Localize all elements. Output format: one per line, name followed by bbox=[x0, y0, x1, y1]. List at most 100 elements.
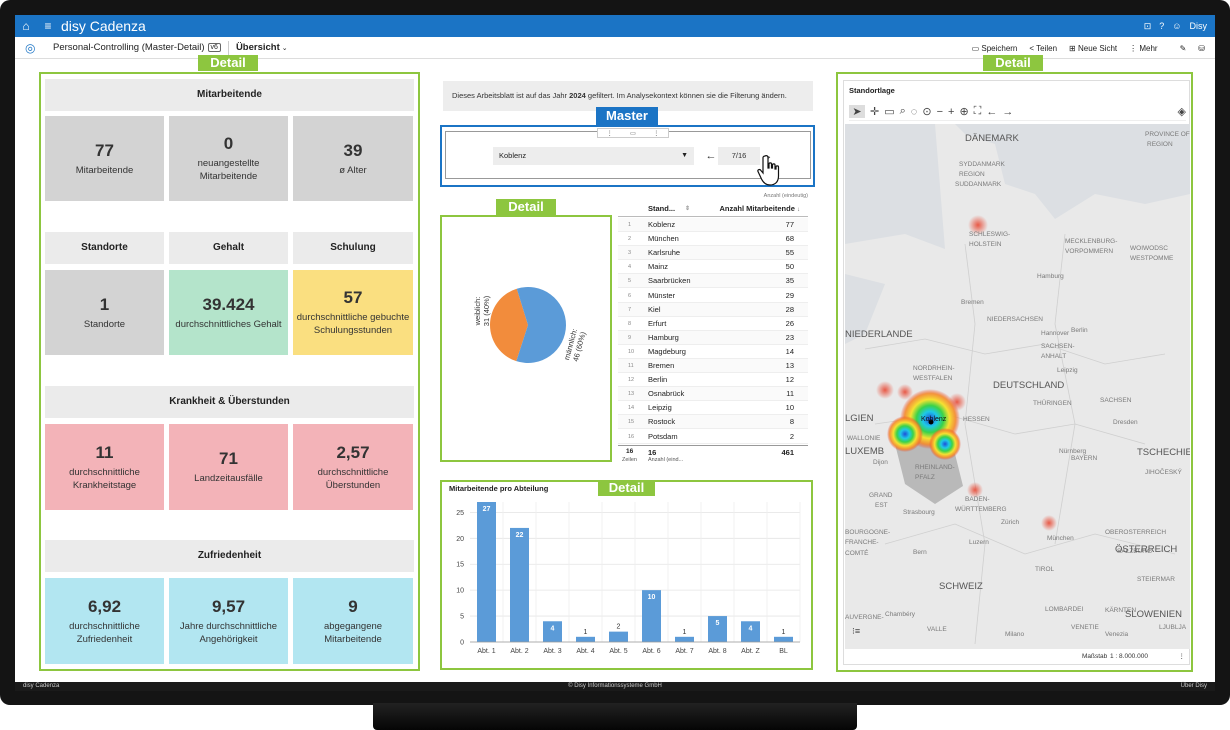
ruler-icon[interactable]: ▭ bbox=[884, 106, 895, 118]
caret-down-icon[interactable]: ▼ bbox=[681, 152, 688, 159]
back-arrow-icon[interactable]: ← bbox=[986, 105, 998, 118]
bar-value-label: 1 bbox=[782, 629, 786, 636]
fullscreen-icon[interactable]: ⛶ bbox=[973, 105, 982, 117]
pie-slice[interactable] bbox=[490, 288, 528, 362]
bar-detail-frame: Mitarbeitende pro Abteilung 0 5 10 15 20 25 27… bbox=[440, 480, 813, 670]
page-indicator: 7/16 bbox=[718, 147, 760, 165]
worksheet-title[interactable]: Personal-Controlling (Master-Detail) bbox=[53, 42, 205, 53]
row-standort: Kiel bbox=[648, 304, 661, 314]
row-anzahl: 11 bbox=[786, 389, 794, 399]
more-label: Mehr bbox=[1139, 43, 1158, 53]
tile-alter[interactable]: 39 ø Alter bbox=[293, 116, 413, 201]
table-row[interactable]: 9 Hamburg 23 bbox=[618, 330, 808, 345]
mini-window-icon[interactable]: ▭ bbox=[630, 130, 636, 137]
user-icon[interactable]: ☺ bbox=[1172, 21, 1182, 31]
map-label: Nürnberg bbox=[1059, 448, 1086, 455]
tile-schulung[interactable]: 57 durchschnittliche gebuchte Schulungsst… bbox=[293, 270, 413, 355]
magnifier-icon[interactable]: ⌕ bbox=[899, 105, 906, 117]
map-label: Hamburg bbox=[1037, 273, 1064, 280]
more-button[interactable]: ⋮ Mehr bbox=[1129, 44, 1157, 53]
map-label: MECKLENBURG- bbox=[1065, 238, 1117, 245]
bar[interactable] bbox=[774, 636, 793, 642]
version-badge[interactable]: v6 bbox=[207, 43, 221, 52]
table-row[interactable]: 11 Bremen 13 bbox=[618, 359, 808, 374]
home-icon[interactable]: ⌂ bbox=[22, 19, 30, 33]
workspace-icon[interactable]: ⊡ bbox=[1143, 20, 1152, 31]
table-row[interactable]: 3 Karlsruhe 55 bbox=[618, 246, 808, 261]
tile-krankheitstage[interactable]: 11 durchschnittliche Krankheitstage bbox=[45, 424, 164, 510]
tile-mitarbeitende[interactable]: 77 Mitarbeitende bbox=[45, 116, 164, 201]
sort-icon[interactable]: ⇕ bbox=[685, 206, 691, 212]
edit-icon[interactable]: ✎ bbox=[1179, 43, 1187, 53]
tile-label: durchschnittliche gebuchte Schulungsstun… bbox=[296, 312, 410, 336]
arrow-left-icon[interactable]: ← bbox=[705, 150, 717, 162]
tile-abgegangene[interactable]: 9 abgegangene Mitarbeitende bbox=[293, 578, 413, 664]
save-button[interactable]: ▭ Speichern bbox=[972, 44, 1018, 53]
mini-more-icon[interactable]: ⋮ bbox=[653, 130, 660, 137]
lasso-icon[interactable]: ◌ bbox=[910, 105, 918, 118]
mini-handle-icon[interactable]: ⋮ bbox=[606, 130, 613, 137]
chevron-down-icon[interactable]: ⌄ bbox=[281, 44, 288, 52]
tile-landzeitausfaelle[interactable]: 71 Landzeitausfälle bbox=[169, 424, 288, 510]
layers-icon[interactable]: ◈ bbox=[1177, 106, 1186, 118]
table-row[interactable]: 14 Leipzig 10 bbox=[618, 401, 808, 416]
help-icon[interactable]: ? bbox=[1159, 21, 1165, 31]
zoom-box-icon[interactable]: ⊕ bbox=[959, 106, 969, 118]
row-standort: Karlsruhe bbox=[648, 248, 681, 258]
pointer-icon[interactable]: ➤ bbox=[849, 105, 865, 118]
tile-value: 39 bbox=[343, 140, 363, 160]
table-row[interactable]: 7 Kiel 28 bbox=[618, 302, 808, 317]
footer-col-label: Anzahl (eind... bbox=[648, 457, 684, 463]
bar[interactable] bbox=[741, 621, 760, 642]
mini-toolbar[interactable]: ⋮ ▭ ⋮ bbox=[597, 128, 669, 138]
bar[interactable] bbox=[675, 636, 694, 642]
bar[interactable] bbox=[510, 527, 529, 642]
bar[interactable] bbox=[609, 631, 628, 642]
table-row[interactable]: 16 Potsdam 2 bbox=[618, 430, 808, 444]
table-row[interactable]: 1 Koblenz 77 bbox=[618, 218, 808, 233]
location-pin-icon[interactable]: ⊙ bbox=[922, 106, 932, 118]
table-row[interactable]: 13 Osnabrück 11 bbox=[618, 387, 808, 402]
tile-zufriedenheit[interactable]: 6,92 durchschnittliche Zufriedenheit bbox=[45, 578, 164, 664]
tile-neuangestellte[interactable]: 0 neuangestellte Mitarbeitende bbox=[169, 116, 288, 201]
bar[interactable] bbox=[642, 590, 661, 642]
status-about[interactable]: Über Disy bbox=[1180, 683, 1207, 689]
database-icon[interactable]: ⛁ bbox=[1198, 43, 1205, 53]
bar[interactable] bbox=[543, 621, 562, 642]
column-header-anzahl[interactable]: Anzahl Mitarbeitende ↓ bbox=[719, 201, 800, 218]
scale-value: 1 : 8.000.000 bbox=[1110, 653, 1148, 660]
table-row[interactable]: 10 Magdeburg 14 bbox=[618, 345, 808, 359]
tile-gehalt[interactable]: 39.424 durchschnittliches Gehalt bbox=[169, 270, 288, 355]
menu-icon[interactable]: ≡ bbox=[44, 19, 52, 33]
y-tick-label: 15 bbox=[456, 562, 464, 569]
crosshair-icon[interactable]: ✛ bbox=[870, 106, 880, 118]
forward-arrow-icon[interactable]: → bbox=[1002, 105, 1014, 118]
table-row[interactable]: 8 Erfurt 26 bbox=[618, 317, 808, 331]
bar[interactable] bbox=[708, 616, 727, 642]
location-select[interactable]: Koblenz ▼ bbox=[493, 147, 694, 165]
view-selector[interactable]: Übersicht bbox=[235, 42, 280, 53]
bar[interactable] bbox=[477, 502, 496, 642]
tile-standorte[interactable]: 1 Standorte bbox=[45, 270, 164, 355]
pie-slice[interactable] bbox=[516, 287, 566, 363]
table-row[interactable]: 5 Saarbrücken 35 bbox=[618, 274, 808, 289]
table-row[interactable]: 6 Münster 29 bbox=[618, 289, 808, 303]
table-row[interactable]: 4 Mainz 50 bbox=[618, 260, 808, 275]
zoom-out-icon[interactable]: − bbox=[936, 105, 943, 118]
table-row[interactable]: 2 München 68 bbox=[618, 232, 808, 247]
bar[interactable] bbox=[576, 636, 595, 642]
row-anzahl: 55 bbox=[785, 248, 794, 258]
legend-toggle-icon[interactable]: ⁝≡ bbox=[852, 626, 861, 636]
table-row[interactable]: 12 Berlin 12 bbox=[618, 373, 808, 388]
map-canvas[interactable]: DÄNEMARK PROVINCE OF REGION SYDDANMARK REGIO… bbox=[845, 124, 1190, 649]
table-row[interactable]: 15 Rostock 8 bbox=[618, 415, 808, 430]
user-name[interactable]: Disy bbox=[1189, 21, 1208, 31]
map-more-icon[interactable]: ⋮ bbox=[1178, 653, 1186, 660]
column-header-standort[interactable]: Stand... bbox=[648, 204, 676, 213]
tile-angehoerigkeit[interactable]: 9,57 Jahre durchschnittliche Angehörigkei… bbox=[169, 578, 288, 664]
share-button[interactable]: < Teilen bbox=[1029, 44, 1057, 53]
new-view-button[interactable]: ⊞ Neue Sicht bbox=[1069, 44, 1117, 53]
map-label: SUDDANMARK bbox=[955, 181, 1002, 188]
zoom-in-icon[interactable]: + bbox=[948, 105, 955, 118]
tile-ueberstunden[interactable]: 2,57 durchschnittliche Überstunden bbox=[293, 424, 413, 510]
